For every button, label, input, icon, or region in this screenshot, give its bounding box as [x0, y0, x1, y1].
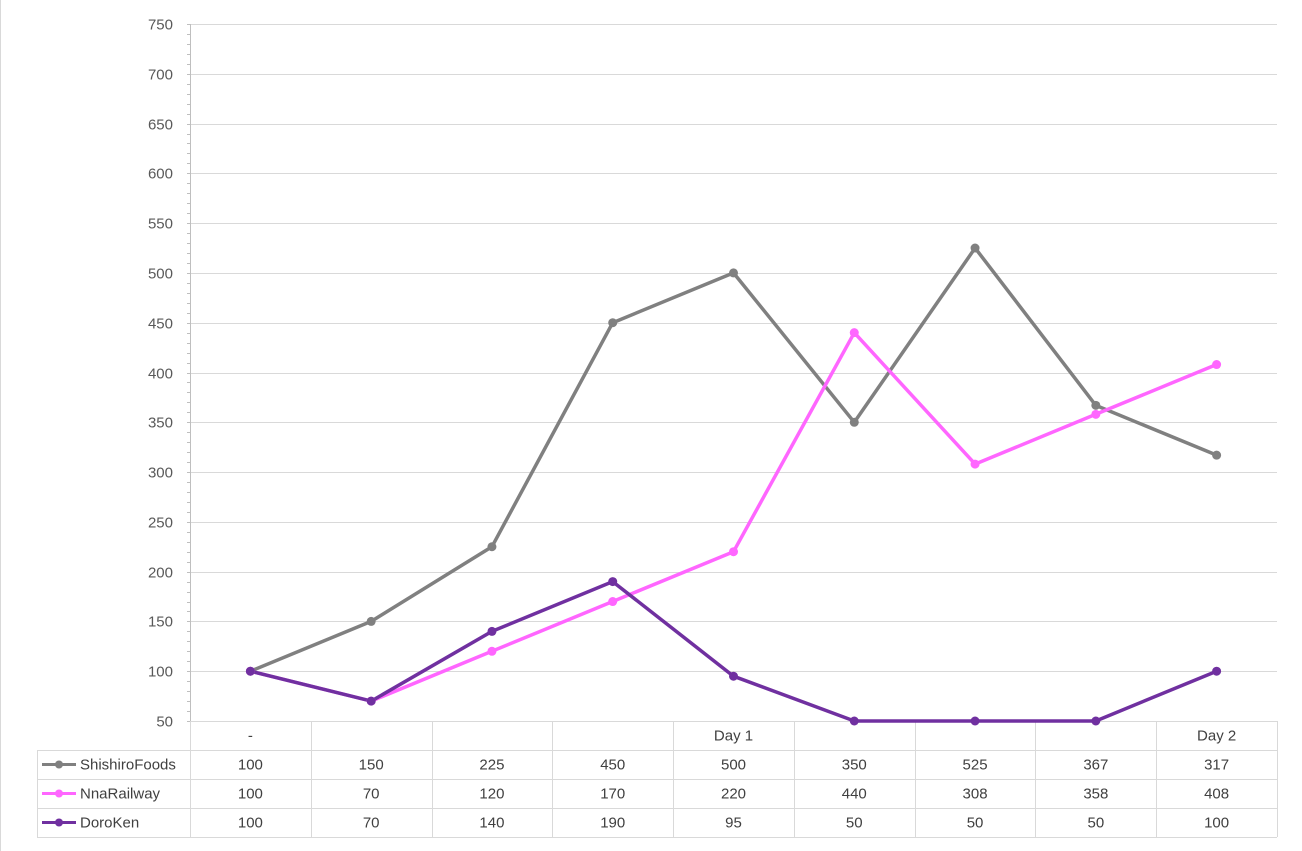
data-point — [1212, 360, 1222, 370]
series-points — [245, 243, 1222, 726]
y-tick-label: 250 — [148, 515, 173, 532]
y-tick-label: 600 — [148, 166, 173, 183]
data-point — [366, 696, 376, 706]
data-point — [608, 597, 618, 607]
data-point — [1091, 716, 1101, 726]
data-table-cell: 100 — [238, 786, 263, 803]
data-table-cell: 225 — [479, 757, 504, 774]
data-point — [608, 577, 618, 587]
y-tick-label: 350 — [148, 415, 173, 432]
data-table-cell: 50 — [846, 815, 863, 832]
series-label: DoroKen — [80, 815, 139, 832]
data-table-cell: 50 — [967, 815, 984, 832]
data-table-cell: 140 — [479, 815, 504, 832]
window-edge — [0, 0, 1, 851]
data-point — [970, 243, 980, 253]
data-table-cell: 100 — [238, 757, 263, 774]
y-tick-label: 200 — [148, 565, 173, 582]
data-table-cell: 120 — [479, 786, 504, 803]
data-table-cell: 95 — [725, 815, 742, 832]
y-tick-label: 700 — [148, 67, 173, 84]
data-table-cell: 100 — [1204, 815, 1229, 832]
data-point — [729, 671, 738, 681]
data-table-cell: 500 — [721, 757, 746, 774]
y-tick-label: 550 — [148, 216, 173, 233]
data-table-cell: 358 — [1083, 786, 1108, 803]
data-table-cell: 408 — [1204, 786, 1229, 803]
data-table-cell: 150 — [359, 757, 384, 774]
data-table-cell: 170 — [600, 786, 625, 803]
x-category-label: Day 1 — [714, 728, 753, 745]
data-point — [487, 626, 497, 636]
data-table-cell: 190 — [600, 815, 625, 832]
data-table-cell: 367 — [1083, 757, 1108, 774]
data-table: - Day 1 Day 2 ShishiroFoods 100 150 225 450 500 3… — [37, 721, 1278, 838]
data-point — [729, 268, 738, 278]
y-tick-label: 750 — [148, 17, 173, 34]
data-table-cell: 525 — [963, 757, 988, 774]
series-label: NnaRailway — [80, 786, 161, 803]
x-category-label: - — [248, 728, 253, 745]
data-point — [1212, 666, 1222, 676]
data-point — [970, 459, 980, 469]
gridlines — [190, 24, 1277, 722]
data-point — [1091, 409, 1101, 419]
data-point — [1212, 450, 1222, 460]
y-tick-label: 450 — [148, 316, 173, 333]
y-tick-label: 50 — [156, 714, 173, 731]
data-table-cell: 440 — [842, 786, 867, 803]
legend-key-marker — [55, 789, 63, 798]
series-lines — [248, 246, 1219, 723]
y-tick-label: 150 — [148, 614, 173, 631]
data-table-cell: 308 — [963, 786, 988, 803]
series-line — [248, 579, 1219, 723]
data-table-cell: 70 — [363, 815, 380, 832]
data-point — [849, 328, 859, 338]
y-tick-label: 650 — [148, 117, 173, 134]
data-point — [487, 646, 497, 656]
legend-key-marker — [55, 818, 63, 827]
data-point — [729, 547, 738, 557]
y-axis: 50 100 150 200 250 300 350 400 450 500 550 600 650 70… — [148, 17, 191, 731]
data-point — [245, 666, 255, 676]
x-category-label: Day 2 — [1197, 728, 1236, 745]
data-table-cell: 50 — [1087, 815, 1104, 832]
legend-key-marker — [55, 760, 63, 769]
data-point — [608, 318, 618, 328]
data-table-cell: 100 — [238, 815, 263, 832]
data-point — [487, 542, 497, 552]
series-label: ShishiroFoods — [80, 757, 176, 774]
data-table-cell: 317 — [1204, 757, 1229, 774]
data-table-cell: 220 — [721, 786, 746, 803]
data-table-cell: 450 — [600, 757, 625, 774]
data-table-cell: 350 — [842, 757, 867, 774]
data-point — [970, 716, 980, 726]
data-table-cell: 70 — [363, 786, 380, 803]
series-line — [248, 246, 1219, 673]
y-tick-label: 100 — [148, 664, 173, 681]
data-point — [366, 616, 376, 626]
y-tick-label: 300 — [148, 465, 173, 482]
y-tick-label: 500 — [148, 266, 173, 283]
data-point — [849, 716, 859, 726]
data-point — [1091, 400, 1101, 410]
y-tick-label: 400 — [148, 366, 173, 383]
data-point — [849, 417, 859, 427]
series-line — [248, 330, 1219, 703]
